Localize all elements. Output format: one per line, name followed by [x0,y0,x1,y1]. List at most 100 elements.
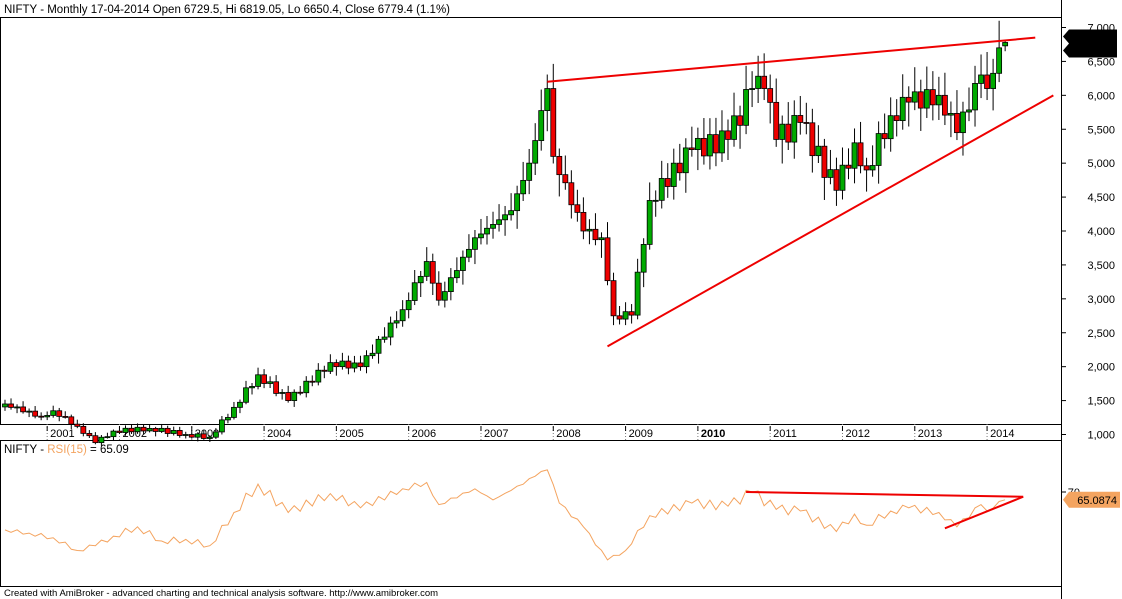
candle-down [68,416,75,425]
price-badge-text: 6,779.4 [1077,45,1114,57]
candle-down [321,369,328,372]
candle-up [110,430,117,438]
price-y-label: 2,500 [1087,328,1115,340]
x-tick-label: 2009 [629,428,653,440]
rsi-prefix: NIFTY - [4,444,47,456]
candle-up [243,387,249,403]
candle-down [785,123,792,143]
candle-down [942,94,948,116]
candle-up [598,237,605,241]
candle-down [881,133,888,140]
candle-up [453,270,460,279]
candles [2,20,1009,446]
rsi-trendline [944,495,1024,530]
price-trendline [547,36,1036,83]
candle-up [743,89,749,126]
candle-down [20,406,26,413]
candle-up [526,162,533,181]
candle-up [26,410,33,413]
candle-up [935,94,942,106]
candle-down [556,155,563,176]
candle-up [514,193,521,212]
candle-down [616,315,623,320]
candle-up [532,140,539,164]
candle-up [586,228,593,232]
candle-down [568,182,575,206]
candle-down [767,88,774,103]
candle-up [267,381,274,384]
price-trendline [607,94,1054,348]
candle-down [188,434,195,438]
candle-up [978,74,984,84]
candle-down [435,282,442,301]
candle-down [809,122,816,157]
candle-up [484,227,490,235]
candle-up [411,282,418,301]
candle-up [466,248,472,258]
candle-down [676,162,683,174]
candle-up [327,362,334,372]
candle-up [237,401,243,408]
candle-up [381,336,388,340]
candle-up [496,219,502,225]
candle-down [954,112,960,134]
candle-up [363,355,370,368]
candle-up [387,322,394,338]
candle-down [574,204,581,213]
candle-up [911,91,918,103]
badges: 6,779.4 6,779.4 65.0874 [1063,29,1120,508]
price-title: NIFTY - Monthly 17-04-2014 Open 6729.5, … [4,4,450,16]
candle-up [538,110,545,141]
candle-up [393,320,400,324]
candle-down [38,415,45,418]
candle-down [152,427,159,432]
candle-up [544,88,551,112]
price-y-label: 6,000 [1087,90,1115,102]
rsi-trendline [746,491,1024,498]
candle-up [50,410,57,416]
candle-up [2,403,8,408]
candle-up [369,352,376,357]
candle-up [279,392,286,394]
candle-up [225,417,231,421]
candle-up [405,300,412,311]
candle-up [255,374,261,387]
candle-up [827,169,834,178]
candle-up [122,427,129,433]
candle-up [218,419,225,433]
x-tick-label: 2011 [773,428,797,440]
candle-down [92,435,99,444]
candle-down [628,311,635,316]
x-tick-label: 2010 [701,428,725,440]
candle-up [447,277,454,293]
x-tick-label: 2006 [412,428,436,440]
candle-down [116,430,123,433]
candle-up [749,88,755,90]
price-y-label: 2,000 [1087,362,1115,374]
candle-up [508,210,515,216]
candle-down [297,391,304,394]
candle-up [303,380,310,394]
candle-up [170,430,177,434]
candle-down [984,74,990,89]
candle-down [857,142,864,167]
candle-down [580,211,587,232]
candle-down [688,147,695,151]
candle-up [315,369,322,383]
rsi-badge-text: 65.0874 [1077,495,1117,507]
candle-up [887,115,894,140]
candle-down [773,101,780,140]
candle-down [273,381,280,394]
candle-down [725,130,731,140]
price-y-label: 5,000 [1087,158,1115,170]
rsi-name: RSI(15) [47,444,87,456]
candle-up [502,214,508,221]
price-badge [1063,43,1117,58]
candle-up [646,200,653,245]
candle-up [212,431,219,438]
candle-up [719,130,725,154]
candle-up [44,415,51,418]
candle-down [833,169,840,191]
candle-up [339,360,346,368]
candle-down [8,403,14,408]
